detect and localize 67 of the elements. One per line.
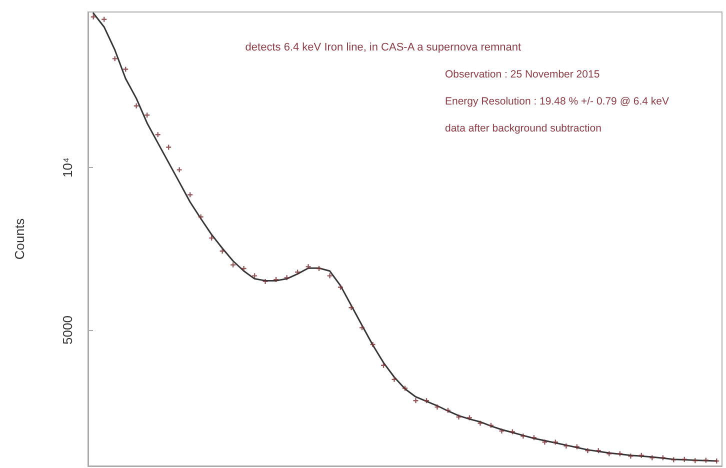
point: [702, 457, 709, 464]
point: [154, 132, 161, 138]
point: [348, 304, 354, 311]
point: [380, 362, 387, 368]
point: [498, 428, 505, 434]
point: [144, 112, 150, 118]
y-tick-label: 5000: [60, 316, 75, 344]
point: [240, 265, 247, 272]
point: [272, 276, 280, 283]
point: [358, 324, 366, 331]
point: [316, 265, 322, 272]
line-series: [92, 12, 718, 462]
y-axis-title: Counts: [12, 218, 27, 260]
point: [714, 458, 720, 464]
annotation: Energy Resolution : 19.48 % +/- 0.79 @ 6.4 keV: [445, 96, 669, 108]
point: [692, 458, 698, 464]
point: [284, 274, 290, 281]
point: [101, 16, 108, 22]
point: [133, 102, 140, 109]
point: [294, 269, 301, 276]
y-tick-label: 10⁴: [60, 157, 75, 178]
point: [219, 248, 226, 254]
point: [198, 214, 204, 220]
point: [391, 376, 398, 383]
point: [230, 262, 236, 268]
point: [509, 428, 516, 435]
point: [542, 439, 548, 446]
point: [122, 66, 129, 72]
point: [530, 434, 538, 441]
point: [176, 166, 182, 173]
point: [305, 264, 312, 270]
point: [488, 422, 494, 428]
point: [326, 272, 333, 279]
point: [90, 14, 96, 20]
annotation: data after background subtraction: [445, 122, 602, 134]
point: [186, 192, 194, 198]
annotation: detects 6.4 keV Iron line, in CAS-A a supernova remnant: [245, 42, 522, 54]
point: [434, 404, 440, 410]
point: [595, 448, 602, 454]
point: [423, 398, 430, 404]
point: [165, 144, 172, 150]
point: [638, 452, 645, 458]
point: [649, 454, 656, 461]
point: [520, 433, 526, 440]
point: [477, 420, 484, 426]
point: [402, 385, 408, 392]
point: [606, 450, 612, 457]
point: [628, 453, 634, 460]
point: [370, 341, 376, 348]
point: [660, 454, 666, 461]
point: [670, 456, 677, 463]
point: [456, 414, 462, 420]
point: [552, 439, 559, 446]
point: [208, 234, 215, 242]
point: [112, 56, 118, 62]
point: [412, 398, 419, 404]
point: [262, 278, 268, 285]
point: [337, 284, 344, 290]
point: [574, 444, 580, 450]
point: [466, 414, 473, 421]
annotation: Observation : 25 November 2015: [445, 68, 600, 80]
point: [616, 450, 624, 457]
point: [584, 448, 591, 454]
point: [563, 442, 570, 450]
point: [444, 407, 452, 414]
point: [251, 272, 258, 279]
point: [681, 456, 688, 462]
